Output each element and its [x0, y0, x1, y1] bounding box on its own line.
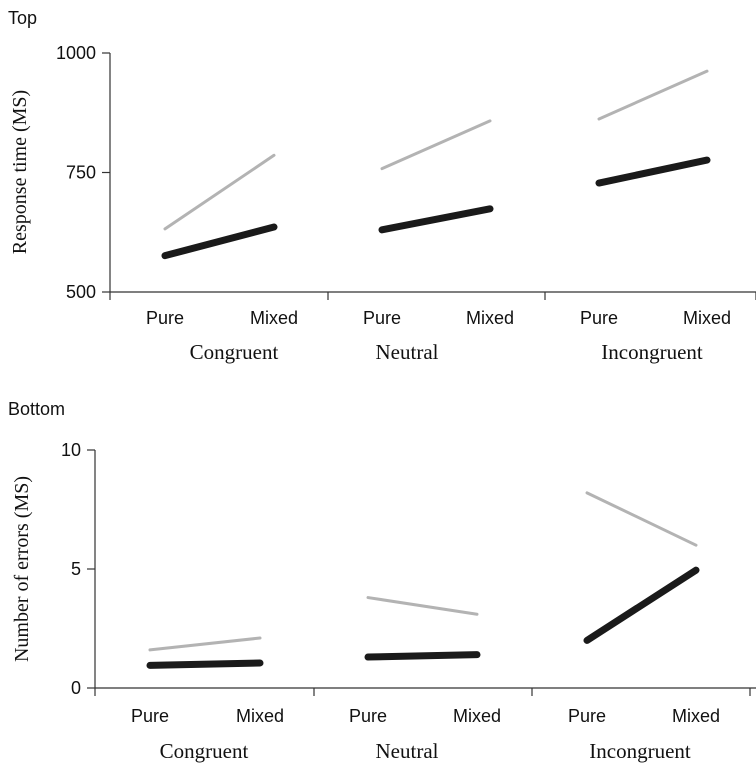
top-y-tick-label: 500	[66, 282, 96, 302]
bottom-y-axis-label: Number of errors (MS)	[11, 476, 33, 662]
top-condition-label: Incongruent	[601, 340, 703, 364]
top-condition-label: Congruent	[190, 340, 279, 364]
bottom-x-tick-label: Mixed	[453, 706, 501, 726]
top-series-0-line-neutral	[380, 119, 492, 171]
bottom-x-tick-label: Pure	[349, 706, 387, 726]
bottom-condition-label: Incongruent	[589, 739, 691, 763]
bottom-series-1-line-neutral	[364, 651, 481, 661]
top-y-axis-label: Response time (MS)	[9, 90, 31, 254]
bottom-series-0-line-incongruent	[585, 491, 698, 547]
top-series-1-line-incongruent	[595, 156, 711, 187]
bottom-series-1-line-incongruent	[583, 566, 700, 644]
bottom-panel-title: Bottom	[8, 399, 65, 419]
bottom-x-tick-label: Pure	[568, 706, 606, 726]
bottom-x-tick-label: Pure	[131, 706, 169, 726]
top-x-tick-label: Pure	[146, 308, 184, 328]
top-condition-label: Neutral	[376, 340, 439, 364]
bottom-y-tick-label: 0	[71, 678, 81, 698]
top-series-0-line-incongruent	[597, 69, 709, 121]
bottom-x-tick-label: Mixed	[236, 706, 284, 726]
bottom-series-0-line-neutral	[366, 596, 479, 616]
bottom-y-tick-label: 10	[61, 440, 81, 460]
top-y-tick-label: 750	[66, 163, 96, 183]
bottom-y-tick-label: 5	[71, 559, 81, 579]
bottom-condition-label: Congruent	[160, 739, 249, 763]
bottom-series-1-line-congruent	[146, 659, 264, 669]
top-x-tick-label: Mixed	[683, 308, 731, 328]
top-x-tick-label: Pure	[580, 308, 618, 328]
top-x-tick-label: Mixed	[250, 308, 298, 328]
top-series-1-line-congruent	[161, 223, 278, 260]
bottom-condition-label: Neutral	[376, 739, 439, 763]
top-y-tick-label: 1000	[56, 43, 96, 63]
top-panel-title: Top	[8, 8, 37, 28]
top-x-tick-label: Pure	[363, 308, 401, 328]
bottom-x-tick-label: Mixed	[672, 706, 720, 726]
top-series-0-line-congruent	[163, 153, 276, 231]
top-series-1-line-neutral	[378, 205, 494, 234]
top-x-tick-label: Mixed	[466, 308, 514, 328]
bottom-series-0-line-congruent	[148, 636, 262, 652]
